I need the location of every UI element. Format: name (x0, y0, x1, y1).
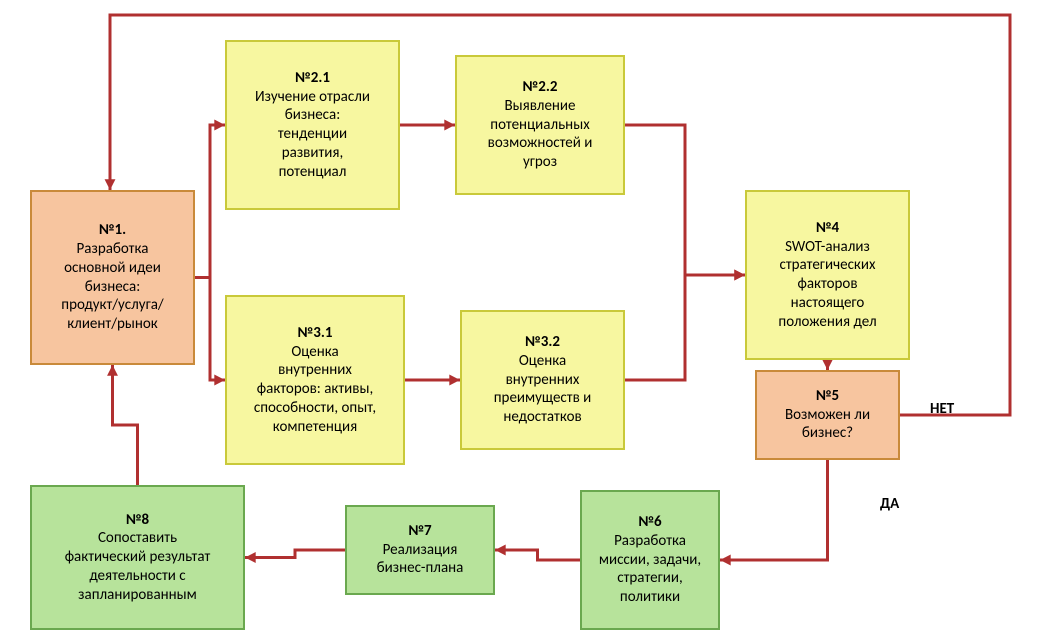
node-n1: №1.Разработка основной идеи бизнеса: про… (30, 190, 195, 365)
node-n7-title: №7 (408, 522, 431, 541)
node-n31: №3.1Оценка внутренних факторов: активы, … (225, 295, 405, 465)
node-n5-body: Возможен ли бизнес? (785, 406, 870, 444)
node-n8: №8Сопоставить фактический результат деят… (30, 485, 245, 630)
node-n7-body: Реализация бизнес-плана (377, 541, 464, 579)
node-n22-title: №2.2 (523, 78, 558, 97)
node-n22-body: Выявление потенциальных возможностей и у… (488, 97, 593, 172)
node-n1-title: №1. (99, 221, 126, 240)
node-n31-title: №3.1 (298, 324, 333, 343)
node-n32: №3.2Оценка внутренних преимуществ и недо… (460, 310, 625, 450)
node-n8-title: №8 (126, 511, 149, 530)
node-n7: №7Реализация бизнес-плана (345, 505, 495, 595)
node-n32-body: Оценка внутренних преимуществ и недостат… (494, 352, 592, 427)
node-n1-body: Разработка основной идеи бизнеса: продук… (61, 240, 163, 334)
node-n4-title: №4 (816, 219, 839, 238)
edge-label-n5-n1: НЕТ (930, 400, 954, 418)
node-n6: №6Разработка миссии, задачи, стратегии, … (580, 490, 720, 630)
node-n21: №2.1Изучение отрасли бизнеса: тенденции … (225, 40, 400, 210)
node-n4-body: SWOT-анализ стратегических факторов наст… (778, 238, 876, 332)
node-n4: №4SWOT-анализ стратегических факторов на… (745, 190, 910, 360)
node-n22: №2.2Выявление потенциальных возможностей… (455, 55, 625, 195)
flowchart-canvas: №1.Разработка основной идеи бизнеса: про… (0, 0, 1040, 640)
edge-label-n5-n6: ДА (880, 495, 899, 513)
node-n21-body: Изучение отрасли бизнеса: тенденции разв… (255, 88, 370, 182)
node-n5-title: №5 (816, 387, 839, 406)
node-n31-body: Оценка внутренних факторов: активы, спос… (254, 343, 376, 437)
node-n6-body: Разработка миссии, задачи, стратегии, по… (599, 532, 701, 607)
node-n5: №5Возможен ли бизнес? (755, 370, 900, 460)
node-n6-title: №6 (638, 513, 661, 532)
node-n21-title: №2.1 (295, 69, 330, 88)
node-n32-title: №3.2 (525, 333, 560, 352)
node-n8-body: Сопоставить фактический результат деятел… (65, 529, 211, 604)
